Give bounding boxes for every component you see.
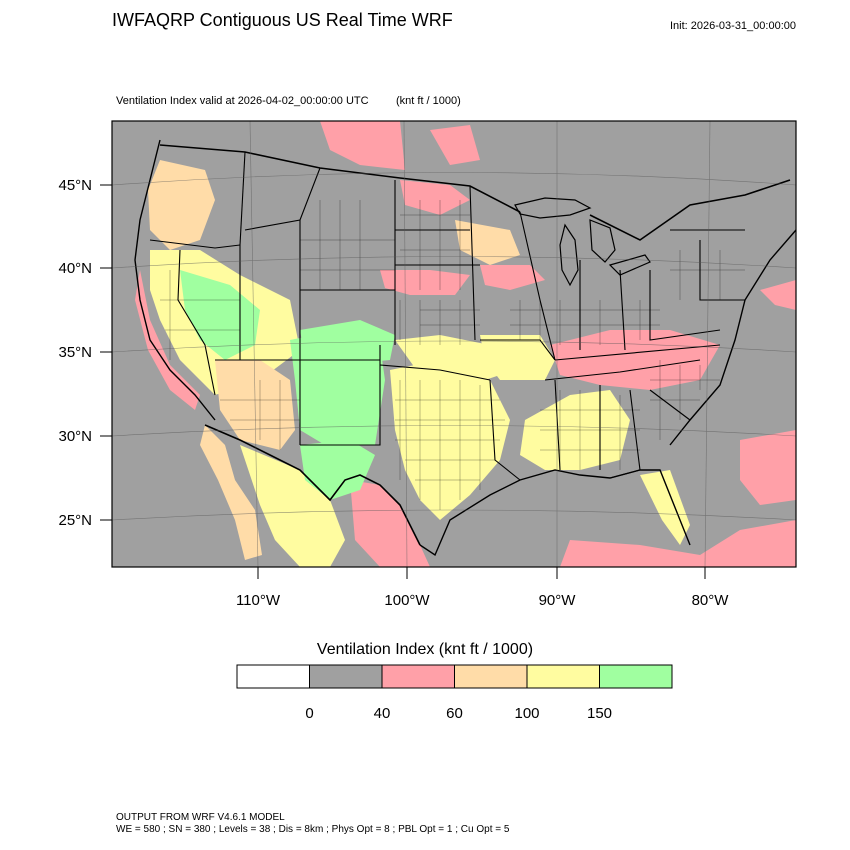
county-borders [160, 200, 745, 510]
colorbar: 0 40 60 100 150 [236, 664, 673, 722]
lon-label-80w: 80°W [692, 592, 730, 609]
region-california-coast [135, 270, 200, 410]
lon-ticks [257, 567, 706, 579]
colorbar-swatch-0 [236, 664, 310, 689]
model-output-line: OUTPUT FROM WRF V4.6.1 MODEL [116, 812, 285, 823]
colorbar-swatch-2 [381, 664, 455, 689]
region-canada-north [320, 121, 405, 170]
region-oklahoma [395, 335, 500, 385]
colorbar-swatch-1 [309, 664, 383, 689]
colorbar-label-0: 0 [305, 705, 313, 722]
us-mexico-border [204, 424, 421, 546]
lat-label-45: 45°N [58, 177, 92, 194]
colorbar-label-60: 60 [446, 705, 463, 722]
subtitle-units: (knt ft / 1000) [396, 95, 461, 107]
map-panel [112, 121, 796, 567]
lat-ticks [100, 184, 112, 521]
region-florida [640, 470, 690, 545]
map-title: IWFAQRP Contiguous US Real Time WRF [112, 10, 453, 30]
baja-california [200, 425, 262, 560]
lat-label-25: 25°N [58, 512, 92, 529]
colorbar-swatch-5 [599, 664, 673, 689]
us-canada-border [159, 144, 791, 241]
init-time-label: Init: 2026-03-31_00:00:00 [670, 20, 796, 32]
lon-label-110w: 110°W [236, 592, 281, 609]
colorbar-title: Ventilation Index (knt ft / 1000) [316, 641, 534, 658]
region-northern-plains [400, 180, 470, 215]
lat-label-30: 30°N [58, 428, 92, 445]
region-atlantic-east [740, 430, 796, 505]
lake-erie [608, 254, 651, 276]
region-nebraska-kansas [380, 270, 470, 295]
lon-label-100w: 100°W [384, 592, 430, 609]
lake-superior [514, 197, 592, 219]
model-config-line: WE = 580 ; SN = 380 ; Levels = 38 ; Dis … [116, 824, 510, 835]
region-canada-east [430, 125, 480, 165]
state-borders [149, 151, 745, 481]
mexico-coast-region [350, 480, 430, 567]
colorbar-swatch-4 [526, 664, 600, 689]
region-gulf-waters [560, 520, 796, 567]
valid-time-subtitle: Ventilation Index valid at 2026-04-02_00… [116, 95, 369, 107]
region-pacific-northwest [148, 160, 215, 250]
colorbar-label-40: 40 [374, 705, 391, 722]
region-west-texas-green [300, 440, 375, 500]
colorbar-label-150: 150 [587, 705, 612, 722]
region-midsouth [480, 335, 555, 380]
lake-huron [589, 219, 616, 263]
colorbar-label-100: 100 [514, 705, 539, 722]
region-colorado-south [300, 320, 395, 365]
region-atlantic-north [760, 280, 796, 310]
graticule [112, 121, 796, 567]
lake-michigan [559, 223, 579, 287]
northern-mexico [240, 445, 345, 567]
lat-label-35: 35°N [58, 344, 92, 361]
lon-label-90w: 90°W [539, 592, 577, 609]
colorbar-swatch-3 [454, 664, 528, 689]
region-upper-midwest [480, 265, 545, 290]
lat-label-40: 40°N [58, 260, 92, 277]
map-frame [111, 120, 797, 568]
